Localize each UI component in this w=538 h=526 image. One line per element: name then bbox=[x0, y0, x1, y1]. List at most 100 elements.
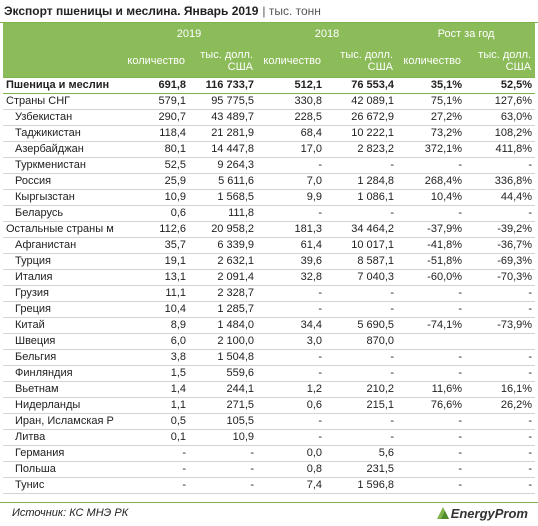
column-header: количество bbox=[397, 45, 466, 78]
cell: 68,4 bbox=[257, 125, 326, 142]
cell: - bbox=[189, 445, 258, 462]
data-table: 2019 2018 Рост за год количество тыс. долл. … bbox=[3, 23, 536, 494]
cell: 2 823,2 bbox=[325, 141, 398, 158]
table-row: Польша - -0,8 231,5- - bbox=[3, 461, 536, 478]
cell: 1,5 bbox=[121, 365, 189, 382]
cell: - bbox=[257, 413, 326, 430]
group-header: 2018 bbox=[257, 23, 398, 45]
logo-text: EnergyProm bbox=[450, 505, 528, 521]
row-label: Иран, Исламская Р bbox=[3, 413, 121, 430]
logo: EnergyProm bbox=[435, 505, 528, 521]
cell: 215,1 bbox=[325, 397, 398, 414]
row-label: Вьетнам bbox=[3, 381, 121, 398]
row-label: Нидерланды bbox=[3, 397, 121, 414]
cell: - bbox=[465, 413, 536, 430]
column-header: количество bbox=[121, 45, 189, 78]
cell: - bbox=[257, 157, 326, 174]
cell: 9,9 bbox=[257, 189, 326, 206]
row-label: Грузия bbox=[3, 285, 121, 302]
row-label: Китай bbox=[3, 317, 121, 334]
cell: 2 328,7 bbox=[189, 285, 258, 302]
cell: - bbox=[257, 301, 326, 318]
row-label: Германия bbox=[3, 445, 121, 462]
cell: 6 339,9 bbox=[189, 237, 258, 254]
cell: 2 091,4 bbox=[189, 269, 258, 286]
table-row: Азербайджан 80,1 14 447,8 17,0 2 823,2 372,1%… bbox=[3, 141, 536, 158]
cell: 32,8 bbox=[257, 269, 326, 286]
row-label: Швеция bbox=[3, 333, 121, 350]
table-row: Кыргызстан 10,9 1 568,5 9,9 1 086,1 10,4% 44,4… bbox=[3, 189, 536, 206]
table-row: Грузия 11,1 2 328,7- - - - bbox=[3, 285, 536, 302]
cell: 271,5 bbox=[189, 397, 258, 414]
cell: 5 690,5 bbox=[325, 317, 398, 334]
row-label: Турция bbox=[3, 253, 121, 270]
table-row: Германия - -0,0 5,6- - bbox=[3, 445, 536, 462]
table-row: Финляндия 1,5 559,6- - - - bbox=[3, 365, 536, 382]
cell: 1 484,0 bbox=[189, 317, 258, 334]
cell: 14 447,8 bbox=[189, 141, 258, 158]
cell: - bbox=[121, 461, 189, 478]
cell: 17,0 bbox=[257, 141, 326, 158]
cell: 10,4 bbox=[121, 301, 189, 318]
table-row: Вьетнам 1,4 244,1 1,2 210,2 11,6% 16,1% bbox=[3, 381, 536, 398]
cell: 691,8 bbox=[121, 77, 189, 94]
cell: - bbox=[465, 157, 536, 174]
cell: 870,0 bbox=[325, 333, 398, 350]
cell: - bbox=[397, 301, 466, 318]
column-header: тыс. долл. США bbox=[465, 45, 536, 78]
row-label: Литва bbox=[3, 429, 121, 446]
title: Экспорт пшеницы и меслина. Январь 2019 bbox=[4, 4, 259, 18]
row-label: Беларусь bbox=[3, 205, 121, 222]
cell: - bbox=[257, 365, 326, 382]
cell: -37,9% bbox=[397, 221, 466, 238]
cell: - bbox=[325, 205, 398, 222]
cell: 6,0 bbox=[121, 333, 189, 350]
table-row: Страны СНГ 579,1 95 775,5 330,8 42 089,1 75,1… bbox=[3, 93, 536, 110]
column-header: тыс. долл. США bbox=[325, 45, 398, 78]
cell: 0,6 bbox=[257, 397, 326, 414]
cell: 512,1 bbox=[257, 77, 326, 94]
cell: 20 958,2 bbox=[189, 221, 258, 238]
cell: 1,4 bbox=[121, 381, 189, 398]
cell: - bbox=[465, 301, 536, 318]
table-row: Остальные страны м 112,6 20 958,2 181,3 34 4… bbox=[3, 221, 536, 238]
cell: - bbox=[121, 445, 189, 462]
cell: 16,1% bbox=[465, 381, 536, 398]
row-label: Афганистан bbox=[3, 237, 121, 254]
cell: - bbox=[325, 349, 398, 366]
cell: 112,6 bbox=[121, 221, 189, 238]
table-row: Бельгия 3,8 1 504,8- - - - bbox=[3, 349, 536, 366]
cell: 80,1 bbox=[121, 141, 189, 158]
cell: - bbox=[257, 285, 326, 302]
cell: 0,1 bbox=[121, 429, 189, 446]
cell: 3,8 bbox=[121, 349, 189, 366]
cell: - bbox=[397, 157, 466, 174]
cell: 73,2% bbox=[397, 125, 466, 142]
cell: - bbox=[397, 477, 466, 494]
row-label: Кыргызстан bbox=[3, 189, 121, 206]
table-row: Турция 19,1 2 632,1 39,6 8 587,1 -51,8% -69,3% bbox=[3, 253, 536, 270]
cell: 2 100,0 bbox=[189, 333, 258, 350]
cell: 116 733,7 bbox=[189, 77, 258, 94]
cell: 336,8% bbox=[465, 173, 536, 190]
cell: - bbox=[465, 365, 536, 382]
row-label: Остальные страны м bbox=[3, 221, 121, 238]
cell: 35,7 bbox=[121, 237, 189, 254]
cell: 244,1 bbox=[189, 381, 258, 398]
cell: 34 464,2 bbox=[325, 221, 398, 238]
cell: - bbox=[465, 429, 536, 446]
cell: -51,8% bbox=[397, 253, 466, 270]
cell: 13,1 bbox=[121, 269, 189, 286]
table-row: Туркменистан 52,5 9 264,3- - - - bbox=[3, 157, 536, 174]
cell: 35,1% bbox=[397, 77, 466, 94]
row-label: Туркменистан bbox=[3, 157, 121, 174]
table-row: Италия 13,1 2 091,4 32,8 7 040,3 -60,0% -70,3% bbox=[3, 269, 536, 286]
cell: 10 017,1 bbox=[325, 237, 398, 254]
table-row: Афганистан 35,7 6 339,9 61,4 10 017,1 -41,8% -… bbox=[3, 237, 536, 254]
cell: 1,1 bbox=[121, 397, 189, 414]
cell: 210,2 bbox=[325, 381, 398, 398]
cell: -60,0% bbox=[397, 269, 466, 286]
cell: - bbox=[465, 285, 536, 302]
cell: -36,7% bbox=[465, 237, 536, 254]
cell: -70,3% bbox=[465, 269, 536, 286]
